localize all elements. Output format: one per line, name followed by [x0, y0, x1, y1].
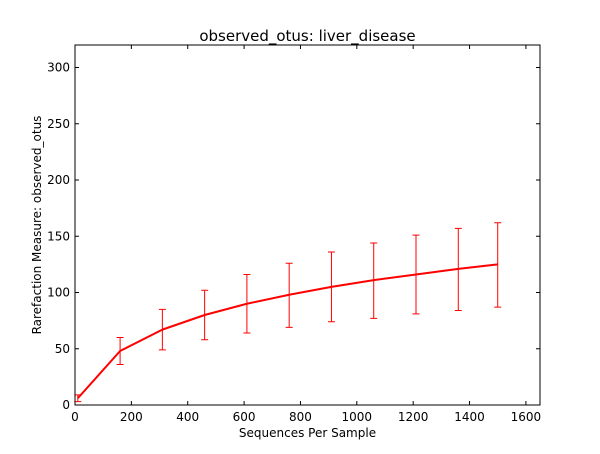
y-tick: 150: [47, 229, 540, 243]
x-tick: 800: [289, 45, 312, 424]
x-tick: 1000: [342, 45, 373, 424]
y-tick: 50: [55, 342, 540, 356]
y-tick: 300: [47, 61, 540, 75]
y-tick: 200: [47, 173, 540, 187]
y-tick-label: 300: [47, 61, 70, 75]
y-tick-label: 200: [47, 173, 70, 187]
x-tick: 400: [176, 45, 199, 424]
y-axis-label: Rarefaction Measure: observed_otus: [30, 116, 44, 335]
x-tick-label: 1400: [454, 410, 485, 424]
y-tick-label: 50: [55, 342, 70, 356]
x-tick: 0: [71, 45, 79, 424]
series-line: [77, 263, 498, 399]
x-tick: 1200: [398, 45, 429, 424]
y-tick-label: 100: [47, 286, 70, 300]
x-tick: 200: [120, 45, 143, 424]
y-tick-label: 0: [62, 398, 70, 412]
plot-area: [74, 222, 502, 403]
plot-frame: [74, 44, 541, 406]
x-tick-label: 400: [176, 410, 199, 424]
y-tick-label: 150: [47, 229, 70, 243]
y-tick: 0: [62, 398, 540, 412]
axes: 0 200 400 600 800 1000 1200 1400 1600 0 50 100 150 20…: [47, 44, 542, 424]
x-tick-label: 1000: [342, 410, 373, 424]
series-0: [74, 222, 502, 403]
x-tick: 1400: [454, 45, 485, 424]
y-tick: 250: [47, 117, 540, 131]
x-tick-label: 1600: [511, 410, 542, 424]
y-tick: 100: [47, 286, 540, 300]
x-tick-label: 800: [289, 410, 312, 424]
y-tick-label: 250: [47, 117, 70, 131]
x-tick-label: 600: [233, 410, 256, 424]
x-axis-label: Sequences Per Sample: [239, 426, 376, 440]
x-tick: 1600: [511, 45, 542, 424]
x-tick-label: 200: [120, 410, 143, 424]
chart-title: observed_otus: liver_disease: [199, 27, 415, 46]
x-tick-label: 0: [71, 410, 79, 424]
x-tick: 600: [233, 45, 256, 424]
x-tick-label: 1200: [398, 410, 429, 424]
